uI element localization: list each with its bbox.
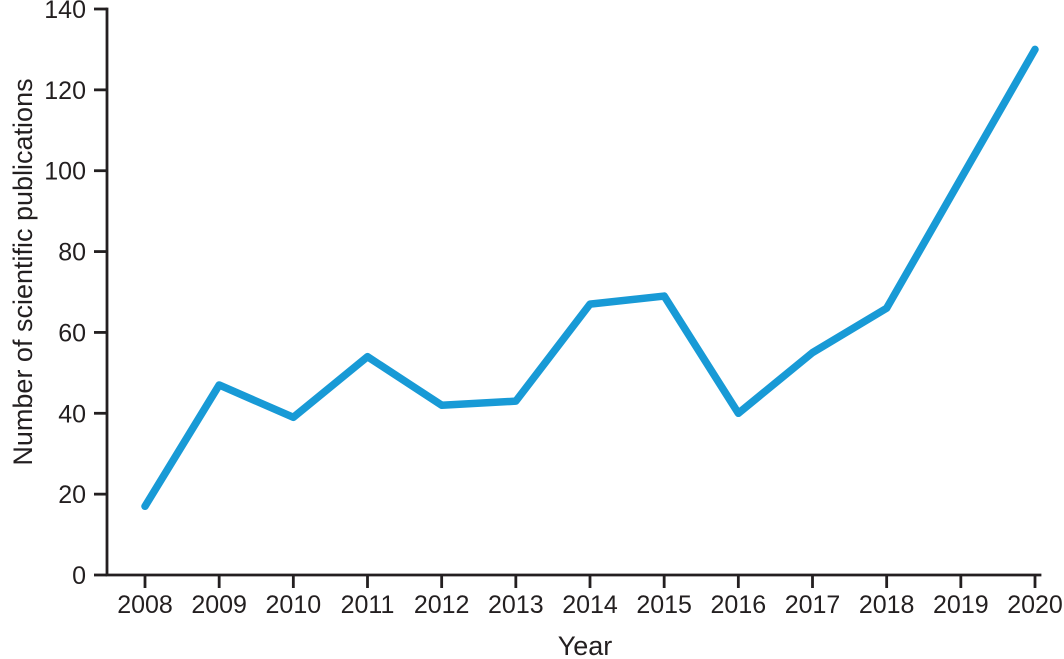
y-tick-label: 80: [58, 239, 86, 267]
x-tick-label: 2010: [266, 591, 322, 619]
x-tick-label: 2009: [191, 591, 247, 619]
y-tick-label: 120: [44, 77, 86, 105]
y-tick-label: 40: [58, 400, 86, 428]
publications-series-line: [141, 45, 1039, 511]
x-axis-ticks: 2008 2009 2010 2011 2012 2013 2014 2015 2016 2017…: [117, 575, 1063, 619]
y-tick-label: 140: [44, 0, 86, 24]
y-tick-label: 60: [58, 319, 86, 347]
y-axis-ticks: 0 20 40 60 80 100 120 140: [44, 0, 107, 590]
x-tick-label: 2017: [785, 591, 841, 619]
x-tick-label: 2018: [859, 591, 915, 619]
x-tick-label: 2016: [711, 591, 767, 619]
x-tick-label: 2013: [488, 591, 544, 619]
y-tick-label: 0: [72, 562, 86, 590]
x-tick-label: 2015: [636, 591, 692, 619]
x-tick-label: 2019: [933, 591, 989, 619]
y-tick-label: 20: [58, 481, 86, 509]
axes-spines: [105, 7, 1042, 577]
x-axis-title: Year: [558, 631, 613, 659]
x-tick-label: 2012: [414, 591, 470, 619]
y-axis-title: Number of scientific publications: [8, 78, 38, 465]
x-tick-label: 2011: [341, 591, 395, 619]
x-tick-label: 2014: [562, 591, 618, 619]
x-tick-label: 2008: [117, 591, 173, 619]
y-tick-label: 100: [44, 158, 86, 186]
x-tick-label: 2020: [1007, 591, 1063, 619]
